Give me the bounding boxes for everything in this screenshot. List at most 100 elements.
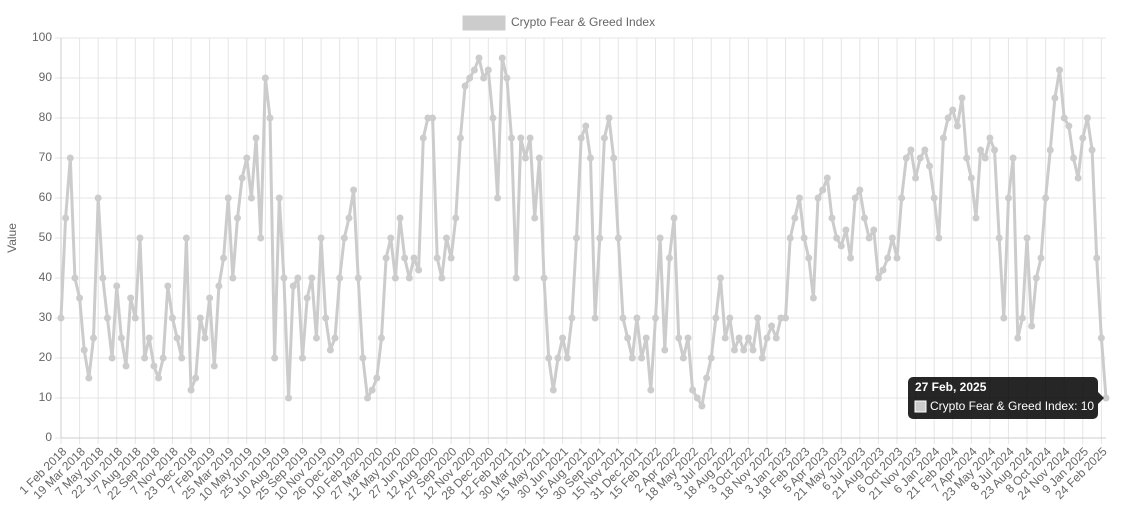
data-point	[90, 334, 98, 342]
data-point	[698, 402, 706, 410]
data-point	[331, 334, 339, 342]
data-point	[805, 254, 813, 262]
data-point	[912, 174, 920, 182]
data-point	[1079, 134, 1087, 142]
data-point	[795, 194, 803, 202]
y-tick-label: 70	[39, 150, 53, 164]
data-point	[243, 154, 251, 162]
data-point	[754, 314, 762, 322]
data-point	[168, 314, 176, 322]
data-point	[364, 394, 372, 402]
data-point	[953, 122, 961, 130]
data-point	[308, 274, 316, 282]
data-point	[57, 314, 65, 322]
data-point	[494, 194, 502, 202]
data-point	[326, 346, 334, 354]
data-point	[178, 354, 186, 362]
data-point	[1074, 174, 1082, 182]
data-point	[182, 234, 190, 242]
data-point	[675, 334, 683, 342]
data-point	[939, 134, 947, 142]
data-point	[851, 194, 859, 202]
y-tick-label: 80	[39, 110, 53, 124]
data-point	[85, 374, 93, 382]
y-tick-label: 0	[45, 430, 52, 444]
data-point	[350, 186, 358, 194]
data-point	[865, 234, 873, 242]
data-point	[94, 194, 102, 202]
data-point	[442, 234, 450, 242]
data-point	[638, 354, 646, 362]
data-point	[373, 374, 381, 382]
data-point	[131, 314, 139, 322]
y-tick-label: 10	[39, 390, 53, 404]
data-point	[735, 334, 743, 342]
y-axis-title: Value	[5, 223, 19, 253]
data-point	[210, 362, 218, 370]
data-point	[549, 386, 557, 394]
data-point	[1028, 322, 1036, 330]
data-point	[991, 146, 999, 154]
data-point	[76, 294, 84, 302]
data-point	[958, 94, 966, 102]
data-point	[215, 282, 223, 290]
data-point	[429, 114, 437, 122]
data-point	[535, 154, 543, 162]
data-point	[879, 266, 887, 274]
data-point	[981, 154, 989, 162]
data-point	[647, 386, 655, 394]
data-point	[967, 174, 975, 182]
data-point	[531, 214, 539, 222]
data-point	[192, 374, 200, 382]
data-point	[396, 214, 404, 222]
data-point	[651, 314, 659, 322]
data-point	[419, 134, 427, 142]
data-point	[828, 214, 836, 222]
data-point	[1023, 234, 1031, 242]
data-point	[466, 74, 474, 82]
data-point	[860, 214, 868, 222]
data-point	[484, 66, 492, 74]
data-point	[336, 274, 344, 282]
data-point	[433, 254, 441, 262]
data-point	[220, 254, 228, 262]
data-point	[624, 334, 632, 342]
tooltip-label: Crypto Fear & Greed Index: 10	[930, 399, 1094, 413]
data-point	[405, 274, 413, 282]
data-point	[833, 234, 841, 242]
data-point	[275, 194, 283, 202]
data-point	[730, 346, 738, 354]
tooltip-swatch	[914, 400, 927, 413]
data-point	[159, 354, 167, 362]
data-point	[145, 334, 153, 342]
data-point	[563, 354, 571, 362]
data-point	[656, 234, 664, 242]
data-point	[870, 226, 878, 234]
data-point	[814, 194, 822, 202]
data-point	[809, 294, 817, 302]
data-point	[1088, 146, 1096, 154]
data-point	[847, 254, 855, 262]
data-point	[461, 82, 469, 90]
data-point	[452, 214, 460, 222]
data-point	[888, 234, 896, 242]
data-point	[1056, 66, 1064, 74]
data-point	[62, 214, 70, 222]
data-point	[986, 134, 994, 142]
data-point	[512, 274, 520, 282]
data-point	[972, 214, 980, 222]
data-point	[155, 374, 163, 382]
data-point	[907, 146, 915, 154]
data-point	[763, 334, 771, 342]
data-point	[717, 274, 725, 282]
data-point	[726, 314, 734, 322]
data-point	[257, 234, 265, 242]
data-point	[1046, 146, 1054, 154]
data-point	[586, 154, 594, 162]
data-point	[559, 334, 567, 342]
data-point	[1051, 94, 1059, 102]
data-point	[1042, 194, 1050, 202]
data-point	[633, 314, 641, 322]
data-point	[707, 354, 715, 362]
data-point	[614, 234, 622, 242]
